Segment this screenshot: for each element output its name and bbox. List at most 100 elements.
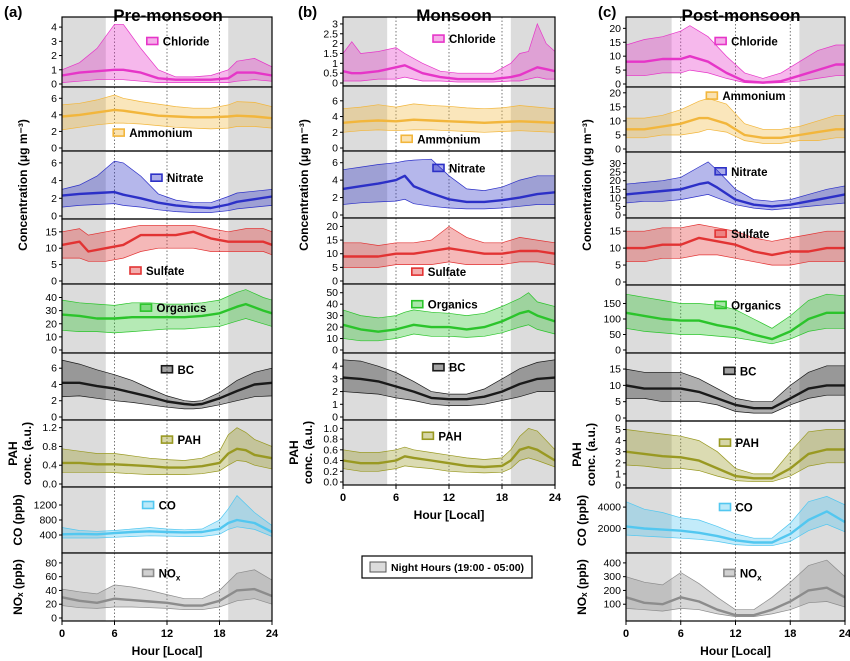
night-shading [626, 152, 672, 218]
y-tick-label: 10 [609, 243, 621, 255]
legend-swatch-bc [723, 366, 736, 376]
x-tick-label: 18 [784, 628, 796, 640]
median-line-ammonium [61, 108, 273, 120]
night-shading [343, 284, 388, 353]
y-tick-label: 15 [609, 226, 621, 238]
subplot-bc: 0 2 4 6 BC [51, 352, 273, 424]
night-shading [799, 553, 845, 621]
median-line-chloride [342, 64, 556, 81]
series-label-nitrate: Nitrate [449, 163, 485, 175]
subplot-nox: 0 20 40 60 80 NOx [45, 552, 273, 625]
median-line-organics [61, 302, 273, 320]
y-tick-label: 4 [332, 111, 338, 123]
median-line-ammonium [342, 118, 556, 124]
y-tick-label: 300 [603, 571, 621, 583]
legend-swatch-co [141, 500, 155, 510]
y-tick-label: 5 [615, 424, 621, 436]
median-line-chloride [626, 55, 845, 84]
y-tick-label: 5 [615, 260, 621, 272]
y-tick-label: 15 [326, 235, 338, 247]
range-band-ammonium [342, 103, 556, 133]
y-tick-label: 4000 [598, 502, 622, 514]
y-tick-label: 2 [615, 457, 621, 469]
series-label-ammonium: Ammonium [417, 134, 480, 146]
y-tick-label: 5 [615, 201, 621, 213]
y-tick-label: 10 [609, 115, 621, 127]
series-label-nox: NOx [740, 568, 762, 582]
y-tick-label: 10 [609, 380, 621, 392]
series-label-ammonium: Ammonium [129, 128, 192, 140]
y-tick-label: 0.6 [323, 444, 338, 456]
legend-swatch-sulfate [410, 267, 424, 276]
median-line-pah [625, 448, 845, 480]
y-tick-label: 1 [332, 399, 338, 411]
legend-swatch-organics [139, 303, 153, 312]
y-tick-label: 2000 [598, 523, 622, 535]
series-label-organics: Organics [428, 300, 478, 312]
y-tick-label: 2 [51, 193, 57, 205]
series-label-nitrate: Nitrate [731, 167, 767, 179]
x-tick-label: 0 [340, 492, 346, 504]
y-tick-label: 200 [603, 585, 621, 597]
x-tick-label: 6 [393, 492, 399, 504]
y-tick-label: 10 [326, 248, 338, 260]
x-tick-label: 0 [59, 628, 65, 640]
y-tick-label: 25 [609, 167, 621, 179]
y-tick-label: 4 [332, 361, 338, 373]
night-shading [626, 87, 672, 152]
legend-swatch-ammonium [705, 91, 719, 100]
night-shading [510, 86, 555, 151]
median-line-bc [342, 376, 556, 401]
legend-swatch-bc [160, 364, 174, 374]
series-label-pah: PAH [736, 438, 759, 450]
x-tick-label: 6 [111, 628, 117, 640]
median-line-bc [62, 381, 273, 406]
subplot-bc: 0 5 10 15 BC [609, 352, 846, 425]
y-tick-label: 0.2 [323, 466, 338, 478]
legend-swatch-nitrate [150, 173, 163, 182]
y-tick-label: 2 [332, 386, 338, 398]
y-tick-label: 5 [332, 262, 338, 274]
y-tick-label: 0 [615, 210, 621, 222]
series-label-ammonium: Ammonium [722, 91, 785, 103]
y-tick-label: 4 [51, 175, 57, 187]
y-tick-label: 0.8 [323, 434, 338, 446]
y-tick-label: 0 [51, 412, 57, 424]
legend-swatch-nox [141, 568, 155, 578]
y-tick-label: 40 [326, 299, 338, 311]
y-axis-label-concentration: Concentration (μg m⁻³) [16, 119, 30, 251]
series-label-bc: BC [449, 363, 466, 375]
legend-swatch-organics [410, 299, 424, 309]
y-tick-label: 0 [51, 345, 57, 357]
x-tick-label: 18 [496, 492, 508, 504]
series-label-nitrate: Nitrate [167, 173, 203, 185]
y-tick-label: 0 [615, 345, 621, 357]
legend-swatch-pah [160, 435, 174, 444]
night-shading [228, 87, 272, 151]
y-tick-label: 20 [326, 221, 338, 233]
y-axis-label-concentration: Concentration (μg m⁻³) [297, 119, 311, 251]
y-tick-label: 2 [332, 127, 338, 139]
legend-night-label: Night Hours (19:00 - 05:00) [391, 562, 524, 574]
series-label-organics: Organics [157, 303, 207, 315]
y-tick-label: 50 [326, 287, 338, 299]
median-line-sulfate [343, 247, 556, 258]
median-line-sulfate [626, 236, 845, 257]
y-tick-label: 4 [332, 175, 338, 187]
y-tick-label: 20 [609, 23, 621, 35]
series-label-bc: BC [740, 366, 757, 378]
legend-swatch-bc [432, 362, 445, 372]
subplot-nox: 100 200 300 400 NOx [603, 552, 846, 622]
legend-swatch-ammonium [112, 128, 125, 137]
series-label-sulfate: Sulfate [731, 229, 769, 241]
subplot-ammonium: 0 2 4 6 Ammonium [51, 86, 273, 155]
median-line-co [61, 518, 273, 536]
series-label-pah: PAH [178, 435, 201, 447]
subplot-chloride: 0 1 2 3 4 Chloride [51, 16, 273, 91]
night-shading [343, 353, 388, 420]
